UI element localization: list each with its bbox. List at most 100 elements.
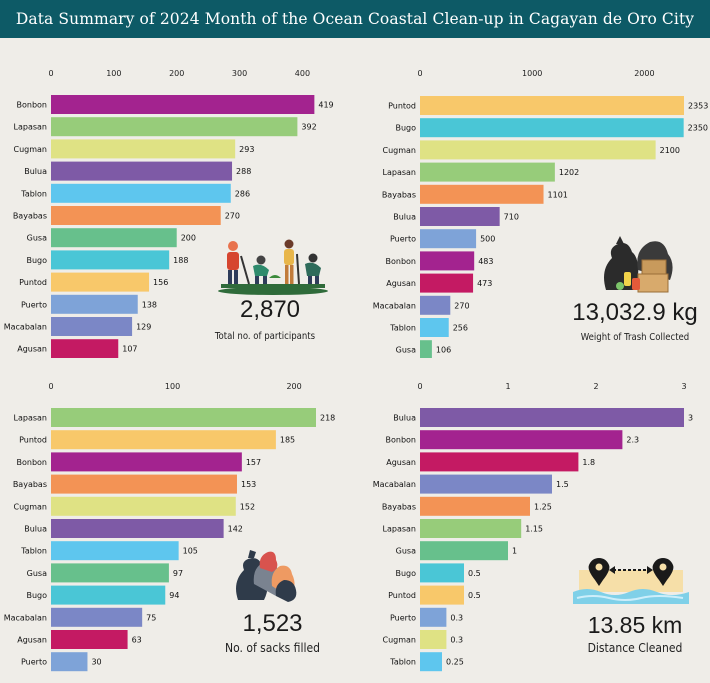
bar-tablon — [51, 183, 231, 203]
value-label: 63 — [132, 636, 142, 645]
value-label: 2100 — [660, 146, 680, 155]
category-label: Gusa — [396, 346, 416, 355]
x-tick-label: 200 — [169, 69, 184, 78]
x-tick-label: 0 — [417, 69, 422, 78]
distance-bar-chart: 0 1 2 3 Bulua 3 Bonbon 2.3 Agusan 1.8 Macabalan 1.5… — [373, 382, 693, 672]
category-label: Bonbon — [386, 436, 417, 445]
category-label: Bulua — [24, 525, 47, 534]
value-label: 0.5 — [468, 591, 481, 600]
value-label: 30 — [91, 658, 101, 667]
value-label: 1.15 — [525, 525, 543, 534]
value-label: 188 — [173, 256, 188, 265]
bar-gusa — [51, 228, 177, 248]
bar-bulua — [420, 207, 500, 226]
value-label: 105 — [183, 547, 198, 556]
value-label: 2350 — [688, 124, 708, 133]
category-label: Gusa — [396, 547, 416, 556]
value-label: 286 — [235, 189, 250, 198]
category-label: Tablon — [389, 658, 416, 667]
value-label: 185 — [280, 436, 295, 445]
x-tick-label: 300 — [232, 69, 247, 78]
category-label: Puerto — [390, 613, 416, 622]
category-label: Gusa — [27, 234, 47, 243]
value-label: 1 — [512, 547, 517, 556]
value-label: 200 — [181, 234, 196, 243]
category-label: Bugo — [26, 256, 47, 265]
bar-bulua — [51, 519, 224, 538]
distance-label: Distance Cleaned — [587, 641, 683, 655]
x-tick-label: 3 — [681, 382, 686, 391]
bar-tablon — [420, 652, 442, 672]
trash-weight-label: Weight of Trash Collected — [580, 332, 690, 343]
bar-puntod — [420, 585, 464, 605]
category-label: Agusan — [17, 636, 47, 645]
bar-macabalan — [51, 317, 133, 336]
category-label: Puntod — [388, 591, 416, 600]
bar-cugman — [51, 496, 236, 516]
bar-bulua — [420, 408, 684, 427]
x-tick-label: 100 — [106, 69, 121, 78]
category-label: Lapasan — [14, 414, 47, 423]
category-label: Bulua — [24, 167, 47, 176]
bar-puerto — [51, 294, 138, 314]
category-label: Agusan — [17, 345, 47, 354]
distance-value: 13.85 km — [587, 612, 683, 638]
category-label: Puerto — [21, 300, 47, 309]
bar-cugman — [51, 139, 236, 159]
bar-bugo — [51, 250, 170, 270]
x-tick-label: 0 — [417, 382, 422, 391]
sacks-bar-chart: 0 100 200 Lapasan 218 Puntod 185 Bonbon 157 Bayab… — [4, 382, 335, 672]
category-label: Bonbon — [17, 101, 48, 110]
category-label: Bugo — [26, 591, 47, 600]
value-label: 392 — [301, 123, 316, 132]
bar-agusan — [51, 339, 119, 358]
trash-weight-chart-panel: 0 1000 2000 Puntod 2353 Bugo 2350 Cugman 2100 Lap… — [355, 38, 710, 358]
bar-lapasan — [51, 117, 298, 137]
bar-lapasan — [420, 519, 522, 538]
value-label: 94 — [169, 591, 179, 600]
bar-macabalan — [420, 474, 552, 494]
bar-bayabas — [51, 474, 237, 494]
category-label: Lapasan — [14, 123, 47, 132]
category-label: Cugman — [14, 502, 48, 511]
value-label: 1202 — [559, 168, 579, 177]
category-label: Bayabas — [382, 190, 416, 199]
category-label: Puntod — [19, 278, 47, 287]
value-label: 1.8 — [582, 458, 595, 467]
value-label: 0.5 — [468, 569, 481, 578]
bar-bugo — [420, 563, 464, 583]
value-label: 106 — [436, 346, 451, 355]
bar-bayabas — [51, 206, 221, 225]
bar-puntod — [51, 272, 150, 292]
value-label: 142 — [228, 525, 243, 534]
category-label: Cugman — [383, 636, 417, 645]
value-label: 270 — [225, 212, 240, 221]
participants-bar-chart: 0 100 200 300 400 Bonbon 419 Lapasan 392 Cugman 29… — [4, 69, 334, 358]
category-label: Bugo — [395, 569, 416, 578]
sacks-chart-panel: 0 100 200 Lapasan 218 Puntod 185 Bonbon 157 Bayab… — [0, 358, 355, 678]
category-label: Bonbon — [17, 458, 48, 467]
value-label: 473 — [477, 279, 492, 288]
x-tick-label: 200 — [286, 382, 301, 391]
bar-bonbon — [420, 430, 623, 450]
bar-bugo — [420, 118, 684, 138]
garbage-sacks-icon — [236, 550, 297, 602]
category-label: Tablon — [389, 324, 416, 333]
bar-bonbon — [51, 95, 315, 114]
bar-bugo — [51, 585, 166, 605]
distance-chart-panel: 0 1 2 3 Bulua 3 Bonbon 2.3 Agusan 1.8 Macabalan 1.5… — [355, 358, 710, 678]
value-label: 152 — [240, 502, 255, 511]
bar-cugman — [420, 630, 447, 649]
bar-tablon — [51, 541, 179, 561]
value-label: 157 — [246, 458, 261, 467]
value-label: 107 — [122, 345, 137, 354]
category-label: Tablon — [20, 189, 47, 198]
value-label: 129 — [136, 323, 151, 332]
value-label: 0.3 — [450, 613, 463, 622]
value-label: 3 — [688, 414, 693, 423]
bar-macabalan — [51, 607, 143, 627]
trash-weight-bar-chart: 0 1000 2000 Puntod 2353 Bugo 2350 Cugman 2100 Lap… — [373, 69, 708, 358]
sacks-label: No. of sacks filled — [225, 641, 320, 655]
value-label: 483 — [478, 257, 493, 266]
category-label: Bayabas — [13, 212, 47, 221]
